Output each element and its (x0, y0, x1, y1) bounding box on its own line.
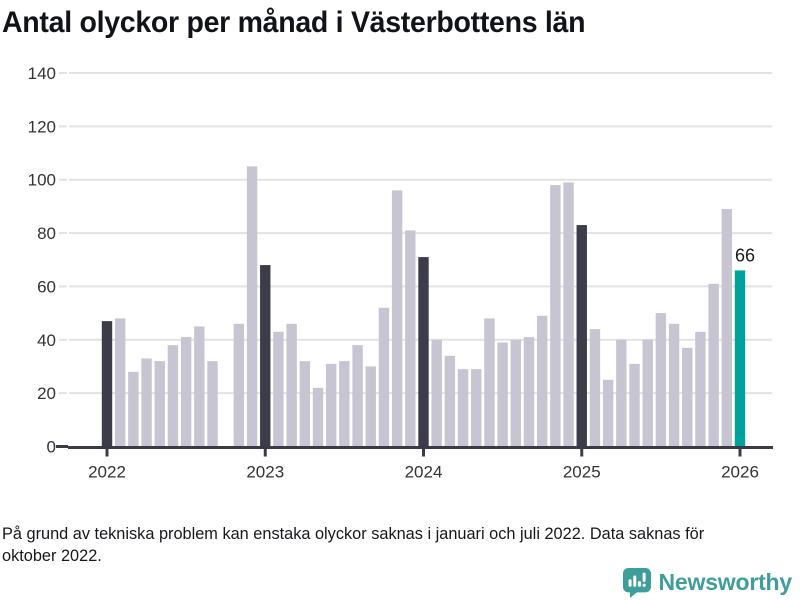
bar-2024-03 (444, 355, 456, 448)
bar-2023-08 (352, 345, 363, 448)
bar-2023-11 (391, 190, 403, 448)
bar-2025-08 (668, 323, 680, 448)
x-tick-label: 2023 (246, 463, 284, 482)
bar-2024-01 (418, 257, 429, 448)
bar-2024-10 (536, 315, 548, 448)
bar-2022-04 (141, 358, 152, 448)
bar-2023-10 (378, 307, 390, 448)
bar-2024-06 (484, 318, 495, 448)
y-tick-label: 80 (37, 224, 56, 243)
bar-2023-06 (325, 363, 337, 448)
bar-2025-05 (629, 363, 640, 448)
bar-2025-12 (721, 209, 733, 448)
accidents-bar-chart: 0 20 40 60 80 100 120 140 2022 2023 2024 2025 2026 66 (28, 64, 773, 482)
bar-2025-04 (616, 339, 627, 448)
footnote-line-1: På grund av tekniska problem kan enstaka… (2, 524, 705, 543)
bar-2024-09 (523, 337, 535, 448)
bar-2025-02 (589, 329, 601, 448)
bar-2023-12 (405, 230, 416, 448)
bar-2022-12 (246, 166, 258, 448)
bar-2025-11 (708, 283, 719, 448)
bar-chart-speech-bubble-icon (622, 567, 651, 598)
newsworthy-logo: Newsworthy (622, 567, 792, 598)
bar-2025-03 (602, 379, 614, 448)
bar-2023-03 (286, 323, 297, 448)
bar-2023-09 (365, 366, 376, 448)
bar-2022-02 (114, 318, 126, 448)
bar-2022-01 (101, 321, 113, 448)
bar-2023-05 (312, 387, 324, 448)
bar-2025-07 (655, 313, 667, 448)
speech-bubble-shape (622, 567, 651, 598)
y-tick-label: 40 (37, 331, 56, 350)
bar-2022-06 (167, 345, 179, 448)
bar-2025-10 (695, 331, 706, 448)
bar-2024-08 (510, 339, 522, 448)
footnote-line-2: oktober 2022. (2, 546, 102, 566)
bar-2023-02 (273, 331, 284, 448)
bar-2022-07 (180, 337, 192, 448)
y-tick-label: 140 (28, 64, 56, 83)
bar-2024-11 (550, 185, 561, 448)
bar-2025-01 (576, 225, 587, 448)
bar-2024-12 (563, 182, 574, 448)
bar-2022-05 (154, 361, 165, 448)
bar-2022-11 (233, 323, 245, 448)
x-tick-label: 2025 (563, 463, 601, 482)
x-tick-label: 2026 (721, 463, 759, 482)
bar-2024-04 (457, 369, 469, 448)
bar-2023-07 (339, 361, 350, 448)
mini-bar-chart-glyph (628, 572, 646, 587)
bar-2022-09 (207, 361, 218, 448)
latest-value-label: 66 (735, 245, 755, 265)
bar-2026-01 (734, 270, 746, 448)
bar-2025-09 (682, 347, 693, 448)
chart-footnote: På grund av tekniska problem kan enstaka… (2, 523, 704, 568)
bar-2024-05 (471, 369, 482, 448)
x-tick-label: 2022 (88, 463, 126, 482)
bar-2025-06 (642, 339, 653, 448)
y-tick-label: 60 (37, 277, 56, 296)
x-tick-label: 2024 (405, 463, 443, 482)
newsworthy-logo-text: Newsworthy (658, 569, 793, 595)
y-tick-label: 0 (47, 438, 56, 457)
y-tick-label: 100 (28, 171, 56, 190)
bar-2023-01 (260, 265, 271, 448)
bar-2023-04 (299, 361, 311, 448)
page-title: Antal olyckor per månad i Västerbottens … (2, 6, 586, 39)
y-tick-label: 20 (37, 384, 56, 403)
bar-2022-08 (194, 326, 205, 448)
bar-2024-02 (431, 339, 442, 448)
y-tick-label: 120 (28, 117, 56, 136)
bar-2024-07 (497, 342, 508, 448)
bar-2022-03 (128, 371, 139, 448)
